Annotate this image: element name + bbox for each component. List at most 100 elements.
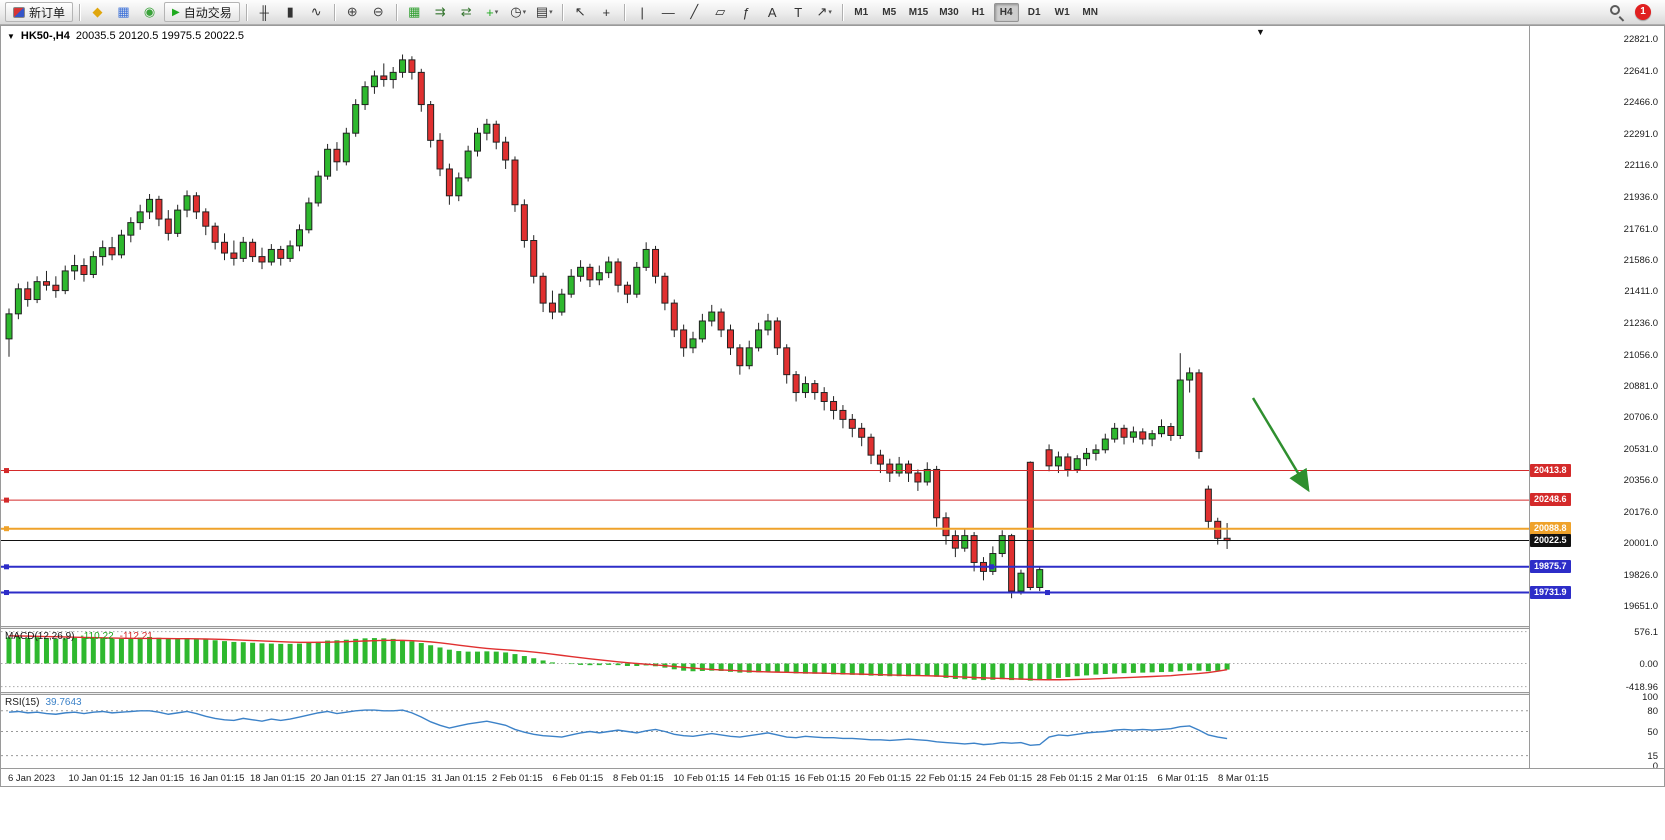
rsi-line: [8, 709, 1228, 747]
toolbar-separator: [623, 3, 625, 21]
zoom-out-icon[interactable]: ⊖: [366, 2, 391, 22]
crosshair-icon[interactable]: +: [594, 2, 619, 22]
search-icon[interactable]: [1607, 2, 1627, 22]
pane-splitter-rsi[interactable]: [0, 692, 1665, 695]
notifications-badge[interactable]: 1: [1635, 4, 1651, 20]
line-handle: [4, 526, 9, 532]
text-label-icon[interactable]: T: [786, 2, 811, 22]
candlesticks-icon[interactable]: ▮: [278, 2, 303, 22]
price-tag: 20248.6: [1530, 493, 1571, 507]
magnifier-glyph: [1610, 5, 1620, 15]
new-order-button[interactable]: 新订单: [5, 2, 74, 22]
time-axis-label: 10 Jan 01:15: [68, 773, 124, 784]
horizontal-line-icon[interactable]: —: [656, 2, 681, 22]
vertical-line-icon[interactable]: |: [630, 2, 655, 22]
price-axis: 22821.0 22641.0 22466.0 22291.0 22116.0 21936…: [1530, 26, 1664, 772]
autotrading-button-label: 自动交易: [183, 5, 232, 20]
price-tag: 19875.7: [1530, 559, 1571, 573]
price-tag: 20088.8: [1530, 521, 1571, 535]
time-axis-label: 16 Jan 01:15: [189, 773, 245, 784]
price-axis-label: 21056.0: [1623, 349, 1658, 361]
toolbar-separator: [561, 3, 563, 21]
time-axis-label: 20 Feb 01:15: [855, 773, 911, 784]
trendline-icon[interactable]: ╱: [682, 2, 707, 22]
periods-icon-glyph: ◷: [510, 4, 522, 19]
arrows-icon[interactable]: ↗ ▾: [812, 2, 837, 22]
time-axis-label: 28 Feb 01:15: [1036, 773, 1093, 784]
price-axis-label: 19826.0: [1623, 569, 1658, 581]
ohlc-bars-icon-glyph: ╫: [259, 4, 269, 20]
new-order-button-label: 新订单: [29, 5, 66, 20]
series-end-marker-icon: ▼: [1256, 27, 1265, 37]
timeframe-mn-button[interactable]: MN: [1078, 3, 1103, 22]
timeframe-w1-button[interactable]: W1: [1050, 3, 1075, 22]
symbol-dropdown-icon[interactable]: ▼: [7, 31, 15, 41]
rsi-svg: [1, 709, 1529, 757]
time-axis-label: 27 Jan 01:15: [371, 773, 426, 784]
toolbar-items: 新订单 ◆ ▦ ◉ ▶ 自动交易 ╫ ▮ ∿ ⊕ ⊖ ▦ ⇉ ⇄ + ▾ ◷ ▾ ▤ ▾ ↖ + | — ╱ ▱ ƒ A T ↗ ▾ M1 M5…: [4, 0, 1104, 25]
price-axis-label: 21411.0: [1624, 286, 1658, 298]
templates-icon-glyph: ▤: [535, 4, 549, 19]
macd-name-label: MACD(12,26,9): [5, 631, 75, 642]
pane-splitter-macd[interactable]: [0, 626, 1665, 629]
tile-windows-icon[interactable]: ▦: [402, 2, 427, 22]
dropdown-caret-icon: ▾: [494, 9, 499, 16]
price-axis-label: 50: [1647, 726, 1658, 738]
ohlc-bars-icon[interactable]: ╫: [252, 2, 277, 22]
auto-scroll-icon[interactable]: ⇉: [428, 2, 453, 22]
price-axis-label: 576.1: [1634, 626, 1658, 638]
timeframe-m15-button[interactable]: M15: [905, 3, 932, 22]
text-icon[interactable]: A: [760, 2, 785, 22]
auto-scroll-icon-glyph: ⇉: [434, 4, 446, 19]
market-icon[interactable]: ▦: [111, 2, 136, 22]
timeframe-m30-button[interactable]: M30: [935, 3, 962, 22]
time-axis-label: 12 Jan 01:15: [129, 773, 184, 784]
price-axis-label: 80: [1647, 705, 1658, 717]
price-axis-label: 21936.0: [1623, 192, 1658, 204]
signals-icon[interactable]: ◉: [137, 2, 162, 22]
timeframe-h1-button[interactable]: H1: [966, 3, 991, 22]
price-axis-label: 22116.0: [1624, 160, 1658, 172]
cursor-icon[interactable]: ↖: [568, 2, 593, 22]
autotrading-button[interactable]: ▶ 自动交易: [164, 2, 240, 22]
equidistant-channel-icon[interactable]: ▱: [708, 2, 733, 22]
time-axis-label: 22 Feb 01:15: [915, 773, 972, 784]
timeframe-d1-button[interactable]: D1: [1022, 3, 1047, 22]
line-chart-icon[interactable]: ∿: [304, 2, 329, 22]
autotrading-play-icon: ▶: [172, 6, 180, 18]
macd-label: MACD(12,26,9) -110.22 -112.21: [5, 631, 153, 642]
zoom-out-icon-glyph: ⊖: [372, 4, 384, 19]
metaeditor-icon[interactable]: ◆: [85, 2, 110, 22]
zoom-in-icon[interactable]: ⊕: [340, 2, 365, 22]
line-handle: [4, 497, 9, 503]
timeframe-m1-button[interactable]: M1: [849, 3, 874, 22]
metaeditor-icon-glyph: ◆: [92, 4, 103, 19]
main-chart-svg[interactable]: [1, 26, 1529, 626]
time-axis-label: 14 Feb 01:15: [734, 773, 790, 784]
toolbar: 新订单 ◆ ▦ ◉ ▶ 自动交易 ╫ ▮ ∿ ⊕ ⊖ ▦ ⇉ ⇄ + ▾ ◷ ▾ ▤ ▾ ↖ + | — ╱ ▱ ƒ A T ↗ ▾ M1 M5…: [0, 0, 1665, 25]
time-axis-label: 8 Feb 01:15: [613, 773, 664, 784]
price-axis-label: 21586.0: [1623, 254, 1658, 266]
timeframe-h4-button[interactable]: H4: [993, 2, 1019, 22]
dropdown-caret-icon: ▾: [549, 9, 553, 16]
price-axis-label: 0.00: [1639, 658, 1659, 670]
toolbar-separator: [841, 3, 843, 21]
chart-ohlc-values: 20035.5 20120.5 19975.5 20022.5: [75, 30, 245, 42]
fibonacci-icon[interactable]: ƒ: [734, 2, 759, 22]
macd-pane[interactable]: MACD(12,26,9) -110.22 -112.21: [1, 629, 1529, 692]
timeframe-m5-button[interactable]: M5: [877, 3, 902, 22]
indicators-add-icon[interactable]: + ▾: [480, 2, 505, 22]
templates-icon[interactable]: ▤ ▾: [532, 2, 557, 22]
price-axis-label: 22466.0: [1623, 97, 1658, 109]
periods-icon[interactable]: ◷ ▾: [506, 2, 531, 22]
equidistant-channel-icon-glyph: ▱: [715, 4, 726, 19]
price-axis-label: 0: [1652, 761, 1658, 772]
hlines-layer[interactable]: [1, 468, 1529, 596]
annotation-arrow[interactable]: [1251, 397, 1310, 493]
chart-shift-icon[interactable]: ⇄: [454, 2, 479, 22]
price-tag: 20413.8: [1530, 463, 1571, 477]
text-icon-glyph: A: [767, 4, 777, 20]
time-axis-label: 6 Feb 01:15: [552, 773, 604, 784]
main-chart-pane[interactable]: ▼ HK50-,H4 20035.5 20120.5 19975.5 20022…: [1, 26, 1529, 626]
rsi-pane[interactable]: RSI(15) 39.7643: [1, 695, 1529, 768]
